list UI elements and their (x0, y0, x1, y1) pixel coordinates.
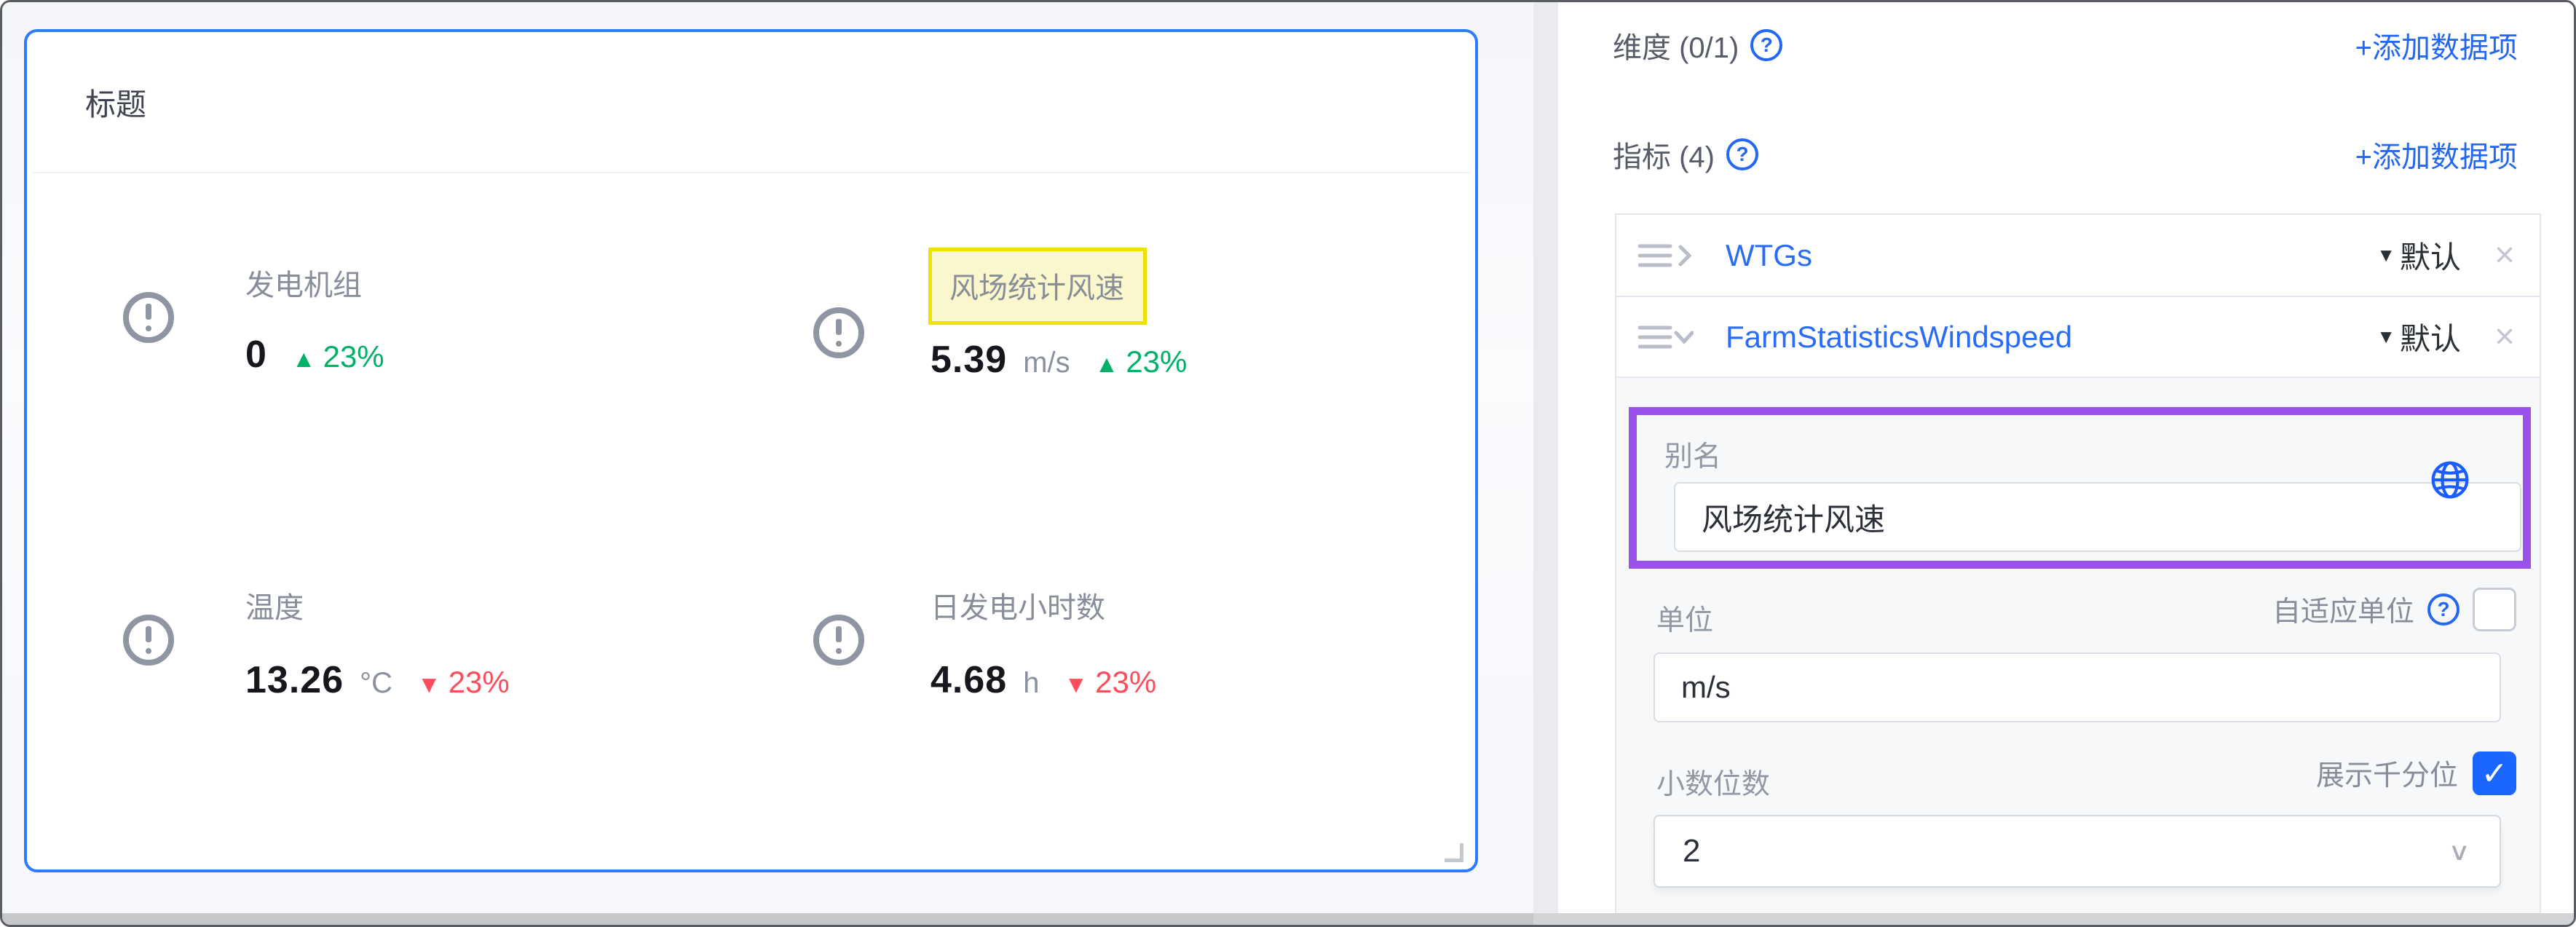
alias-label: 别名 (1664, 441, 1722, 473)
help-icon[interactable]: ? (2427, 593, 2460, 626)
aggregation-dropdown[interactable]: ▼ 默认 (2377, 315, 2461, 359)
trend-badge: ▲ 23% (1095, 344, 1188, 379)
caret-down-icon: ▼ (2377, 244, 2395, 266)
kpi-value: 4.68 (931, 659, 1008, 701)
measure-detail-panel: 别名 单位 自适应单位 ? 小数位数 展示千 (1615, 378, 2541, 918)
globe-translate-icon[interactable] (2430, 459, 2470, 500)
kpi-label: 温度 (245, 592, 304, 624)
kpi-unit: °C (360, 667, 393, 699)
adaptive-unit-group: 自适应单位 ? (2272, 588, 2516, 631)
drag-handle-expanded-icon[interactable] (1638, 324, 1694, 350)
alias-input[interactable] (1674, 482, 2521, 552)
measure-name[interactable]: WTGs (1726, 237, 1812, 272)
help-icon[interactable]: ? (1726, 138, 1758, 170)
dimension-section-header: 维度 (0/1) ? +添加数据项 (1613, 24, 2518, 66)
aggregation-dropdown[interactable]: ▼ 默认 (2377, 233, 2461, 277)
kpi-values: 4.68 h ▼ 23% (931, 658, 1156, 702)
kpi-values: 0 ▲ 23% (245, 333, 384, 376)
horizontal-scrollbar-thumb[interactable] (2, 913, 1533, 925)
warning-circle-icon (123, 615, 174, 666)
kpi-unit: h (1023, 667, 1040, 699)
aggregation-value: 默认 (2399, 240, 2461, 275)
trend-percent: 23% (323, 339, 384, 374)
kpi-preview-card[interactable]: 标题 发电机组 0 ▲ 23% 风场统计风速 5.39 m/s ▲ 23% 温度 1… (24, 29, 1478, 872)
measure-label: 指标 (4) (1613, 141, 1715, 173)
kpi-value: 13.26 (245, 659, 344, 701)
decimal-places-select[interactable]: 2 ∨ (1654, 815, 2501, 888)
dimension-section-title: 维度 (0/1) ? (1613, 24, 1783, 66)
kpi-values: 13.26 °C ▼ 23% (245, 658, 510, 702)
measure-section-title: 指标 (4) ? (1613, 133, 1758, 175)
trend-percent: 23% (448, 665, 510, 699)
trend-badge: ▼ 23% (1064, 665, 1156, 700)
trend-badge: ▼ 23% (417, 665, 510, 700)
aggregation-value: 默认 (2399, 322, 2461, 356)
decimal-places-value: 2 (1683, 833, 1701, 869)
chevron-down-icon: ∨ (2448, 837, 2470, 865)
warning-circle-icon (813, 307, 864, 358)
card-title: 标题 (85, 87, 147, 122)
kpi-values: 5.39 m/s ▲ 23% (931, 338, 1187, 382)
thousands-separator-label: 展示千分位 (2315, 760, 2458, 792)
remove-measure-icon[interactable]: × (2494, 317, 2515, 356)
decimal-places-label: 小数位数 (1656, 769, 1771, 800)
unit-input[interactable] (1654, 652, 2501, 722)
measure-name[interactable]: FarmStatisticsWindspeed (1726, 319, 2073, 354)
unit-label: 单位 (1656, 605, 1714, 636)
card-resize-handle[interactable] (1445, 843, 1463, 862)
drag-handle-collapsed-icon[interactable] (1638, 242, 1694, 269)
panel-divider (1533, 2, 1558, 918)
add-measure-link[interactable]: +添加数据项 (2355, 141, 2518, 173)
adaptive-unit-checkbox[interactable] (2473, 588, 2516, 631)
trend-percent: 23% (1126, 344, 1188, 379)
warning-circle-icon (813, 615, 864, 666)
help-icon[interactable]: ? (1750, 29, 1783, 61)
kpi-value: 5.39 (931, 339, 1008, 381)
data-config-panel: 维度 (0/1) ? +添加数据项 指标 (4) ? +添加数据项 WTGs ▼ (1558, 2, 2574, 918)
kpi-value: 0 (245, 334, 267, 376)
thousands-separator-checkbox[interactable] (2473, 752, 2516, 795)
kpi-label-highlighted: 风场统计风速 (928, 248, 1147, 325)
remove-measure-icon[interactable]: × (2494, 235, 2515, 275)
add-dimension-link[interactable]: +添加数据项 (2355, 32, 2518, 64)
kpi-unit: m/s (1023, 347, 1070, 379)
trend-down-icon: ▼ (417, 671, 441, 698)
measure-row-farmstatisticswindspeed[interactable]: FarmStatisticsWindspeed ▼ 默认 × (1616, 296, 2540, 376)
dashboard-canvas: 标题 发电机组 0 ▲ 23% 风场统计风速 5.39 m/s ▲ 23% 温度 1… (2, 2, 1533, 918)
alias-section-highlight: 别名 (1629, 407, 2531, 569)
trend-percent: 23% (1095, 665, 1157, 699)
kpi-label: 日发电小时数 (931, 592, 1105, 624)
title-divider (31, 172, 1471, 173)
measure-list: WTGs ▼ 默认 × FarmStatisticsWindspeed ▼ 默认… (1615, 213, 2541, 378)
thousands-separator-group: 展示千分位 (2316, 752, 2516, 795)
measure-section-header: 指标 (4) ? +添加数据项 (1613, 133, 2518, 175)
adaptive-unit-label: 自适应单位 (2272, 596, 2414, 628)
trend-badge: ▲ 23% (292, 339, 384, 374)
caret-down-icon: ▼ (2377, 326, 2395, 347)
trend-up-icon: ▲ (1094, 350, 1119, 377)
kpi-label: 发电机组 (245, 269, 362, 301)
horizontal-scrollbar[interactable] (2, 913, 2574, 925)
trend-up-icon: ▲ (291, 345, 316, 372)
dimension-label: 维度 (0/1) (1613, 32, 1739, 64)
warning-circle-icon (123, 292, 174, 343)
measure-row-wtgs[interactable]: WTGs ▼ 默认 × (1616, 215, 2540, 296)
trend-down-icon: ▼ (1064, 671, 1089, 698)
